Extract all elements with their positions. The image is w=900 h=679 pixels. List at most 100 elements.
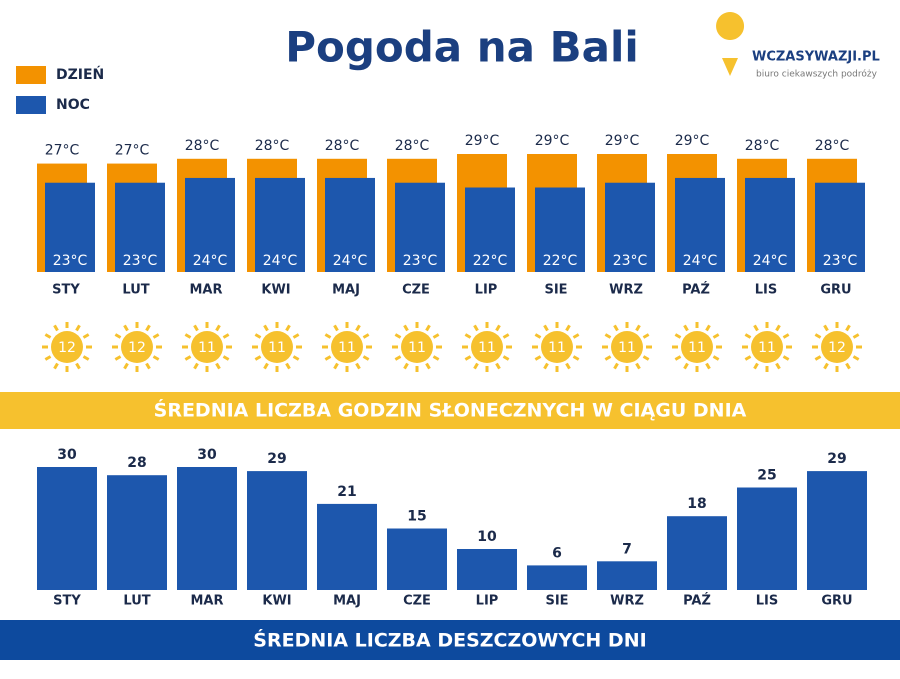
month-label: LIS [755,283,777,298]
night-bar [325,177,375,272]
sun-ray [193,324,199,332]
legend-label: NOC [56,97,90,113]
rain-bar [37,467,97,590]
sun-ray [464,355,472,361]
sun-ray [184,355,192,361]
legend-swatch [16,66,46,84]
month-label: PAŹ [682,282,710,298]
night-value-label: 24°C [193,253,228,269]
sun-ray [613,362,619,370]
rain-value-label: 29 [267,451,286,467]
sun-ray [114,333,122,339]
sun-ray [44,355,52,361]
night-value-label: 24°C [753,253,788,269]
night-bar [395,182,445,272]
month-label: WRZ [610,594,644,609]
night-value-label: 23°C [53,253,88,269]
rain-bar [737,487,797,590]
sun-ray [712,333,720,339]
sun-ray [604,355,612,361]
sun-hours: 11 [408,340,426,356]
sun-ray [712,355,720,361]
sun-ray [193,362,199,370]
sun-ray [145,362,151,370]
day-value-label: 27°C [45,143,80,159]
night-bar [745,177,795,272]
sun-ray [744,333,752,339]
sun-ray [44,333,52,339]
sun [471,331,503,363]
month-label: MAR [190,594,223,609]
night-value-label: 22°C [543,253,578,269]
sun-icon: 11 [462,322,512,372]
logo-pin [716,12,745,77]
sun-ray [613,324,619,332]
sun-ray [292,355,300,361]
sun-ray [543,324,549,332]
sun [821,331,853,363]
sun-ray [464,333,472,339]
sun-ray [495,362,501,370]
sun-ray [705,362,711,370]
sun-ray [215,324,221,332]
sun-ray [123,362,129,370]
sun-ray [674,355,682,361]
sun-ray [263,362,269,370]
sun-ray [184,333,192,339]
month-label: MAR [189,283,222,298]
sun-hours: 11 [688,340,706,356]
sun-icon: 11 [322,322,372,372]
sun-ray [152,355,160,361]
month-label: SIE [545,594,568,609]
sun-icon: 11 [672,322,722,372]
month-label: GRU [821,594,852,609]
sun-ray [502,355,510,361]
sun-icon: 11 [252,322,302,372]
logo-name: WCZASYWAZJI.PL [752,50,880,65]
sun-icon: 11 [602,322,652,372]
sun-ray [403,324,409,332]
sun-hours: 11 [198,340,216,356]
sun-hours: 11 [758,340,776,356]
sun-ray [324,355,332,361]
sun-ray [775,324,781,332]
sun-ray [753,324,759,332]
rain-bar [807,471,867,590]
sun-ray [362,355,370,361]
month-label: STY [52,283,80,298]
night-bar [535,187,585,272]
month-label: MAJ [333,594,361,609]
sun-ray [362,333,370,339]
sun [51,331,83,363]
sun-ray [145,324,151,332]
sun-ray [53,324,59,332]
sun-ray [432,333,440,339]
day-value-label: 29°C [535,133,570,149]
sun-ray [263,324,269,332]
sun-ray [75,324,81,332]
sun [331,331,363,363]
sun-ray [753,362,759,370]
sun-ray [285,324,291,332]
sun-hours: 12 [128,340,146,356]
sun-ray [565,362,571,370]
section-band [0,392,900,429]
night-bar [675,177,725,272]
sun-ray [814,333,822,339]
sun-ray [123,324,129,332]
sun-ray [432,355,440,361]
sun-ray [292,333,300,339]
sun [191,331,223,363]
section-band [0,620,900,660]
sun-ray [604,333,612,339]
rain-value-label: 29 [827,451,846,467]
sun-ray [642,355,650,361]
sun-ray [403,362,409,370]
day-value-label: 29°C [675,133,710,149]
month-label: LUT [122,283,149,298]
sun-ray [114,355,122,361]
legend-swatch [16,96,46,114]
rain-value-label: 6 [552,545,562,561]
section-title: ŚREDNIA LICZBA DESZCZOWYCH DNI [253,628,646,652]
